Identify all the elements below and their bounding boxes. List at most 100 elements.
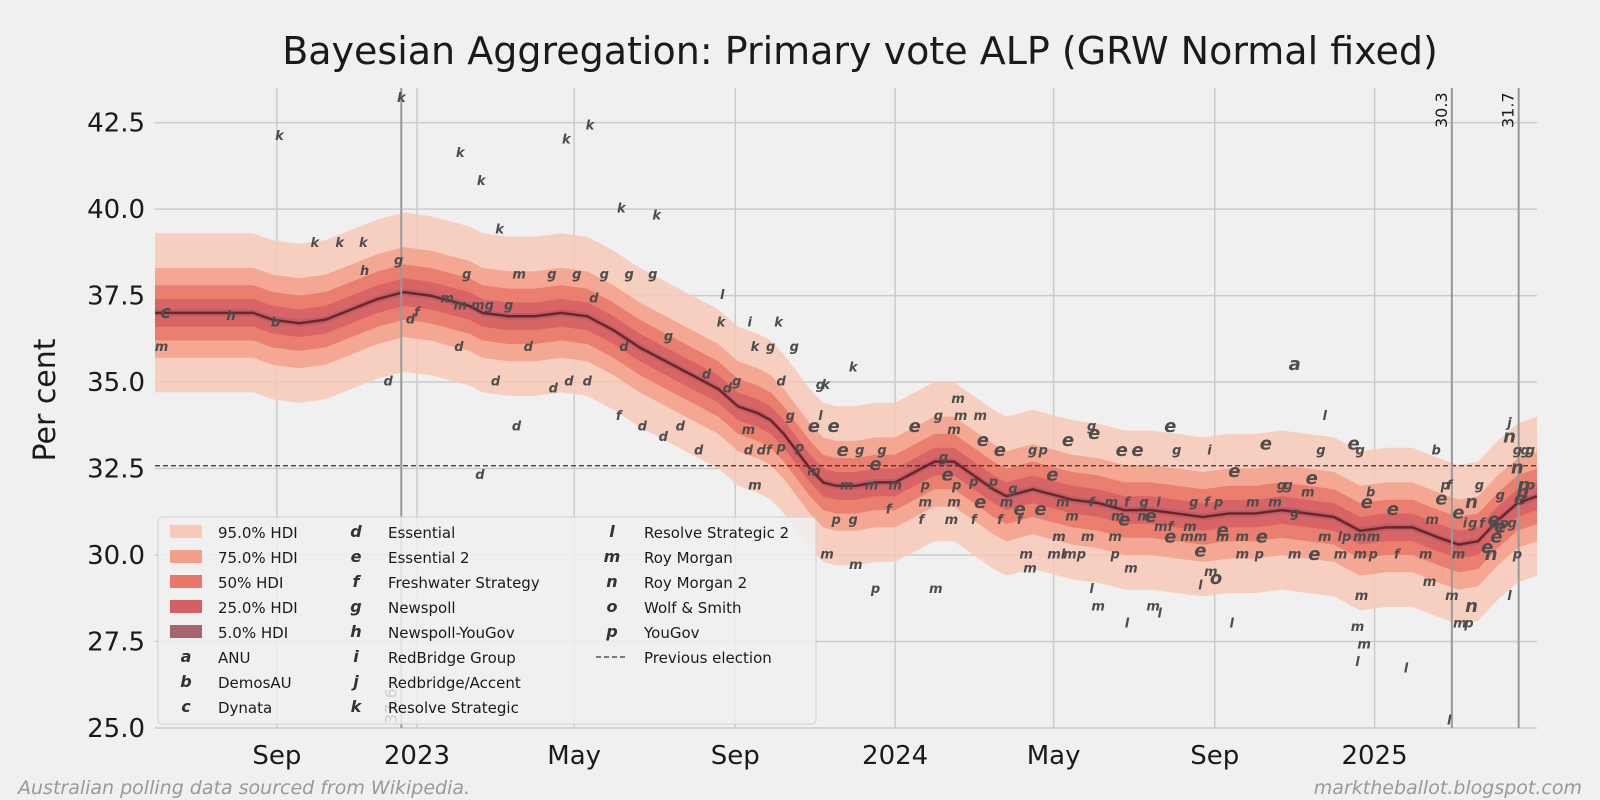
poll-point: j [1505,416,1512,431]
poll-point: f [1446,478,1454,493]
poll-point: e [1494,516,1506,537]
poll-point: e [1046,464,1058,485]
poll-point: p [1440,478,1450,493]
poll-point: lp [1338,530,1352,545]
poll-point: e [1361,492,1373,513]
poll-point: i [1207,444,1212,459]
poll-point: n [1465,596,1478,617]
legend-label: ANU [218,649,250,667]
poll-point: m [1019,548,1033,563]
poll-point: f [1394,548,1402,563]
poll-point: e [1514,489,1526,510]
poll-point: f [886,503,894,518]
legend-label: Previous election [644,649,772,667]
poll-point: e [1452,503,1464,524]
poll-point: m [1052,530,1066,545]
poll-point: k [495,222,505,237]
poll-point: n [1503,426,1516,447]
poll-point: m [1137,509,1151,524]
poll-point: g [1496,489,1505,504]
poll-point: g [855,444,864,459]
poll-point: p [1368,548,1378,563]
y-axis-ticks: 25.0 27.5 30.0 32.5 35.0 37.5 40.0 42.5 [87,109,145,744]
poll-point: p [920,478,930,493]
poll-point: e [1306,468,1318,489]
poll-point: g [572,267,581,282]
poll-point: b [1431,444,1440,459]
poll-point: m [820,548,834,563]
poll-point: p [1512,548,1522,563]
legend-label: Essential [388,524,455,542]
footer-source: Australian polling data sourced from Wik… [16,777,470,799]
poll-point: m [1056,496,1070,511]
legend-frame [157,516,817,725]
y-tick-label: 25.0 [87,714,145,744]
poll-point: g [547,267,556,282]
poll-point: g [1139,496,1148,511]
poll-point: m [951,392,965,407]
poll-point: l [1404,662,1409,677]
poll-point: l [818,409,823,424]
poll-point: mm [1180,530,1207,545]
legend-marker: o [607,597,618,616]
legend-swatch [170,525,202,538]
legend-marker: f [353,572,362,591]
legend-marker: k [351,697,363,716]
legend-label: RedBridge Group [388,649,516,667]
poll-point: l [1507,589,1512,604]
poll-point: e [808,416,820,437]
poll-point: d [512,420,522,435]
poll-point: f [997,513,1005,528]
poll-point: f [971,513,979,528]
legend-marker: p [605,622,617,641]
poll-point: g [394,253,403,268]
legend-label: 95.0% HDI [218,524,298,542]
poll-point: g [766,340,775,355]
poll-point: d [589,292,599,307]
poll-point: f [616,409,624,424]
poll-point: l [1230,617,1235,632]
poll-point: n [1485,544,1498,565]
poll-point: d [702,368,712,383]
poll-point: g [1277,478,1286,493]
poll-point: m [1146,599,1160,614]
poll-point: g [1521,444,1530,459]
poll-point: m [888,478,902,493]
poll-point: f [1089,496,1097,511]
poll-point: e [1347,433,1359,454]
poll-point: d [659,430,669,445]
poll-point: e [1144,506,1156,527]
poll-point: g [1468,516,1477,531]
y-tick-label: 32.5 [87,455,145,485]
x-tick-label: Sep [711,741,760,771]
y-tick-label: 37.5 [87,282,145,312]
legend-label: 50% HDI [218,574,283,592]
poll-point: p [870,582,880,597]
poll-point: m [1351,620,1365,635]
poll-point: p [1499,516,1509,531]
poll-point: m [849,558,863,573]
poll-point: e [1034,499,1046,520]
poll-point: l [1323,409,1328,424]
poll-point: g [648,267,657,282]
poll-point: l [720,288,725,303]
poll-point: m [1334,548,1348,563]
poll-point: m [807,465,821,480]
poll-point: k [456,146,466,161]
poll-point: b [271,316,280,331]
poll-point: f [1479,516,1487,531]
poll-point: d [384,375,394,390]
poll-point: n [1511,458,1524,479]
poll-point: mm [1353,530,1380,545]
poll-point: g [786,409,795,424]
poll-point: e [1308,544,1320,565]
poll-point: p [1488,516,1498,531]
poll-point: d [638,420,648,435]
legend-label: Resolve Strategic [388,699,519,717]
poll-point: i [1463,516,1468,531]
poll-point: m [440,292,454,307]
poll-point: i [747,316,752,331]
legend-label: Essential 2 [388,549,470,567]
poll-point: m [1124,561,1138,576]
